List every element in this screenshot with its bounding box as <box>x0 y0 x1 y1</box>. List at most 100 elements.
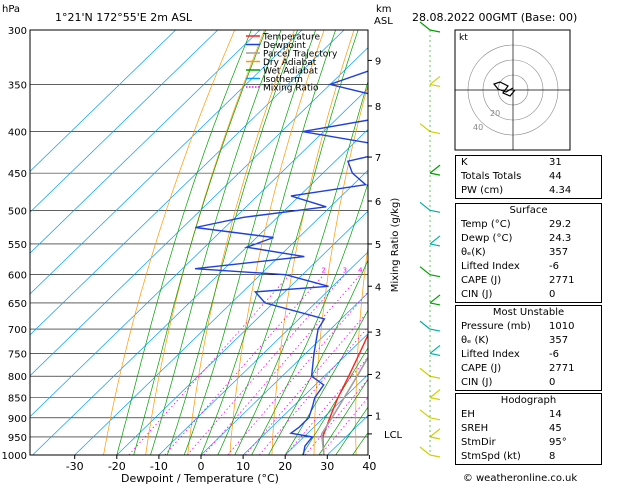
wind-barb-flag <box>429 454 441 458</box>
wind-barb-flag <box>429 209 441 213</box>
mixing-ratio-line <box>164 274 325 455</box>
panel-row: θₑ (K) 357 <box>456 334 601 348</box>
panel-row: EH 14 <box>456 408 601 422</box>
km-tick-label: 1 <box>375 411 381 422</box>
panel-row-label: CIN (J) <box>461 289 493 300</box>
wet-adiabat-line <box>251 181 368 455</box>
wet-adiabat-line <box>150 30 282 455</box>
pressure-tick-label: 500 <box>8 206 27 217</box>
km-label: km <box>376 4 392 15</box>
panel-row-label: Lifted Index <box>461 349 520 360</box>
panel-row: StmDir 95° <box>456 436 601 450</box>
indices-panel: K 31 Totals Totals 44 PW (cm) 4.34 <box>455 155 602 199</box>
pressure-tick-label: 400 <box>8 128 27 139</box>
panel-row-value: 357 <box>549 247 569 258</box>
pressure-tick-label: 750 <box>8 349 27 360</box>
pressure-tick-label: 300 <box>8 26 27 37</box>
location-title: 1°21'N 172°55'E 2m ASL <box>55 11 193 24</box>
panel-row-value: 44 <box>549 171 562 182</box>
panel-row-value: 1010 <box>549 321 575 332</box>
panel-row-value: 2771 <box>549 275 575 286</box>
wet-adiabat-line <box>335 406 368 455</box>
dry-adiabat-line <box>187 30 295 455</box>
panel-row: Lifted Index -6 <box>456 348 601 362</box>
panel-row-label: θₑ (K) <box>461 335 489 346</box>
mixing-ratio-axis-label: Mixing Ratio (g/kg) <box>390 198 401 293</box>
pressure-tick-label: 700 <box>8 325 27 336</box>
isotherm-line <box>30 30 345 336</box>
pressure-tick-label: 600 <box>8 271 27 282</box>
km-tick-label: 2 <box>375 370 381 381</box>
panel-row: PW (cm) 4.34 <box>456 184 601 198</box>
panel-row-label: Pressure (mb) <box>461 321 531 332</box>
parcel-trajectory-line <box>320 355 368 455</box>
legend-label: Parcel Trajectory <box>263 50 338 60</box>
mixing-ratio-line <box>128 274 290 455</box>
x-tick-label: 0 <box>198 460 205 473</box>
wind-barb-flag <box>429 243 441 247</box>
hodograph-unit-label: kt <box>459 33 468 43</box>
km-tick-label: 5 <box>375 240 381 251</box>
mixing-ratio-line <box>227 291 368 455</box>
km-tick-label: 6 <box>375 197 381 208</box>
wind-barb-flag <box>429 83 441 88</box>
hodograph: kt 40 20 <box>454 29 571 151</box>
pressure-tick-label: 550 <box>8 240 27 251</box>
asl-label: ASL <box>374 16 393 27</box>
wind-barb <box>429 164 441 174</box>
wet-adiabat-line <box>200 30 336 455</box>
surface-panel: Surface Temp (°C) 29.2 Dewp (°C) 24.3 θₑ(K) 35… <box>455 203 602 303</box>
plot-frame <box>29 29 369 456</box>
skewt-axes: 3003504004505005506006507007508008509009… <box>2 26 403 473</box>
wind-barb <box>429 294 441 304</box>
panel-row: CAPE (J) 2771 <box>456 274 601 288</box>
wind-barb <box>419 320 431 330</box>
panel-row-label: K <box>461 157 468 168</box>
panel-row-value: 24.3 <box>549 233 572 244</box>
km-tick-label: 3 <box>375 328 381 339</box>
wet-adiabat-line <box>301 347 368 455</box>
dewpoint-line <box>194 70 368 455</box>
isotherm-line <box>30 88 368 418</box>
skewt-grid: 2346810152025 <box>30 30 443 455</box>
copyright: © weatheronline.co.uk <box>463 473 578 484</box>
x-tick-label: 10 <box>236 460 250 473</box>
isotherm-line <box>284 374 368 455</box>
panel-row-label: StmDir <box>461 437 496 448</box>
mixing-ratio-line <box>320 396 368 455</box>
pressure-tick-label: 900 <box>8 414 27 425</box>
wind-barb-flag <box>429 352 441 357</box>
panel-row: Pressure (mb) 1010 <box>456 320 601 334</box>
km-tick-label: 7 <box>375 153 381 164</box>
wind-barb <box>419 367 431 377</box>
wind-barb-flag <box>429 130 441 135</box>
dry-adiabat-line <box>229 30 325 455</box>
panel-row-value: 29.2 <box>549 219 572 230</box>
panel-row-value: -6 <box>549 349 559 360</box>
panel-row: SREH 45 <box>456 422 601 436</box>
x-tick-label: -20 <box>108 460 126 473</box>
pressure-tick-label: 950 <box>8 433 27 444</box>
mixing-ratio-line <box>244 310 368 455</box>
wet-adiabat-line <box>268 259 368 455</box>
lcl-label: LCL <box>384 430 403 441</box>
dry-adiabat-line <box>355 244 368 455</box>
mixing-ratio-label: 2 <box>322 267 326 275</box>
panel-row: CIN (J) 0 <box>456 288 601 302</box>
temperature-line <box>322 333 368 455</box>
wind-barb <box>429 344 441 354</box>
panel-row-value: 0 <box>549 377 556 388</box>
panel-row: CAPE (J) 2771 <box>456 362 601 376</box>
legend-label: Wet Adiabat <box>263 67 318 77</box>
wet-adiabat-line <box>166 30 298 455</box>
skewt-series <box>194 70 368 455</box>
panel-row: Totals Totals 44 <box>456 170 601 184</box>
wind-barb-flag <box>429 397 441 401</box>
wet-adiabat-line <box>133 30 267 455</box>
mixing-ratio-label: 4 <box>358 267 363 275</box>
dry-adiabat-line <box>396 30 443 455</box>
date-title: 28.08.2022 00GMT (Base: 00) <box>412 11 577 24</box>
panel-row-value: -6 <box>549 261 559 272</box>
mixing-ratio-label: 10 <box>408 267 417 275</box>
